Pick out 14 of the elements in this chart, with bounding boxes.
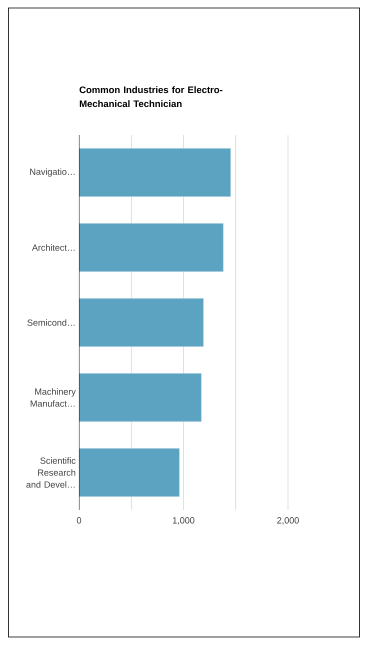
y-tick-label: Semicond… <box>27 319 75 326</box>
x-tick-label: 1,000 <box>172 517 194 525</box>
y-tick-label: Machinery Manufact… <box>30 388 76 407</box>
bar <box>79 373 202 422</box>
x-tick-label: 2,000 <box>277 517 299 525</box>
y-tick-label: Scientific Research and Devel… <box>26 457 76 488</box>
bar <box>79 298 204 347</box>
bar <box>79 223 224 272</box>
x-tick-label: 0 <box>76 517 82 524</box>
y-tick-label: Navigatio… <box>30 168 75 177</box>
chart-title: Common Industries for Electro-Mechanical Technician <box>80 86 222 108</box>
y-tick-label: Architect… <box>32 244 75 251</box>
bar <box>79 448 180 497</box>
bar <box>79 148 231 197</box>
